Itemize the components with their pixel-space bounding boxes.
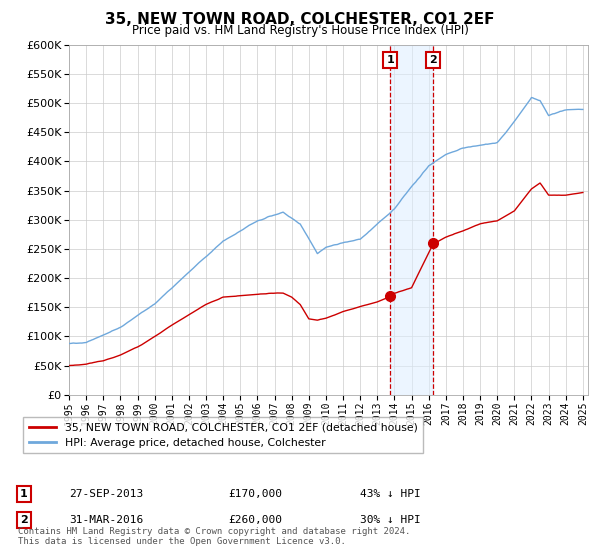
Text: 1: 1 <box>386 55 394 66</box>
Text: 30% ↓ HPI: 30% ↓ HPI <box>360 515 421 525</box>
Text: 27-SEP-2013: 27-SEP-2013 <box>69 489 143 499</box>
Text: 31-MAR-2016: 31-MAR-2016 <box>69 515 143 525</box>
Bar <box>390 45 433 395</box>
Text: Price paid vs. HM Land Registry's House Price Index (HPI): Price paid vs. HM Land Registry's House … <box>131 24 469 36</box>
Text: Contains HM Land Registry data © Crown copyright and database right 2024.
This d: Contains HM Land Registry data © Crown c… <box>18 526 410 546</box>
Text: £170,000: £170,000 <box>228 489 282 499</box>
Text: 1: 1 <box>20 489 28 499</box>
Text: 35, NEW TOWN ROAD, COLCHESTER, CO1 2EF: 35, NEW TOWN ROAD, COLCHESTER, CO1 2EF <box>105 12 495 27</box>
Text: 2: 2 <box>429 55 437 66</box>
Legend: 35, NEW TOWN ROAD, COLCHESTER, CO1 2EF (detached house), HPI: Average price, det: 35, NEW TOWN ROAD, COLCHESTER, CO1 2EF (… <box>23 417 423 453</box>
Text: 43% ↓ HPI: 43% ↓ HPI <box>360 489 421 499</box>
Text: £260,000: £260,000 <box>228 515 282 525</box>
Text: 2: 2 <box>20 515 28 525</box>
